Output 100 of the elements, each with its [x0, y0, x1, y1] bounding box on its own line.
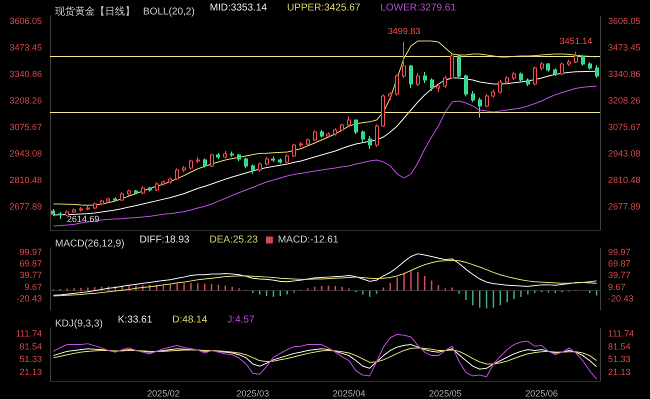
candlestick — [86, 206, 90, 211]
y2-tick-label: 9.67 — [608, 282, 626, 292]
candlestick — [505, 76, 509, 84]
y2-tick-label: 3606.05 — [608, 16, 641, 26]
candlestick — [313, 130, 317, 142]
y-tick-label: 2810.48 — [9, 174, 42, 185]
candlestick — [196, 156, 200, 164]
candlestick — [265, 156, 269, 166]
text: LOWER:3279.61 — [380, 2, 456, 14]
y-tick-label: 39.77 — [19, 270, 42, 280]
candlestick — [409, 64, 413, 88]
candlestick — [546, 62, 550, 72]
x-tick-label: 2025/02 — [147, 388, 180, 398]
candlestick — [423, 72, 427, 84]
y2-tick-label: 3208.26 — [608, 95, 641, 106]
y-tick-label: 9.67 — [24, 282, 42, 292]
candlestick — [464, 74, 468, 97]
line-series — [52, 347, 598, 365]
text: MID:3353.14 — [210, 2, 268, 14]
candlestick — [79, 206, 83, 212]
legend-title: MACD(26,12,9) — [55, 238, 124, 250]
y-tick-label: 111.74 — [16, 328, 42, 339]
candlestick — [189, 159, 193, 170]
candlestick — [306, 138, 310, 146]
candlestick — [141, 186, 145, 194]
candlestick — [251, 164, 255, 174]
candlestick — [216, 152, 220, 160]
candlestick — [113, 196, 117, 202]
candlestick — [51, 208, 55, 216]
line-series — [52, 260, 598, 297]
legend-title: BOLL(20,2) — [143, 6, 195, 18]
annotation: 3451.14 — [560, 36, 592, 46]
candlestick — [491, 89, 495, 98]
text: J:4.57 — [227, 314, 255, 326]
candlestick — [381, 94, 385, 128]
y-tick-label: 3340.86 — [9, 68, 42, 79]
annotation: 2614.69 — [66, 214, 100, 224]
candlestick — [540, 62, 544, 70]
y-tick-label: 3075.67 — [9, 122, 42, 132]
candlestick — [93, 202, 97, 210]
text: D:48.14 — [172, 314, 208, 326]
candlestick — [457, 54, 461, 78]
y2-tick-label: 2677.89 — [608, 201, 641, 212]
candlestick — [134, 190, 138, 195]
candlestick — [361, 130, 365, 142]
candlestick — [65, 210, 69, 216]
candlestick — [120, 192, 124, 202]
text: K:33.61 — [118, 314, 153, 326]
line-series — [52, 334, 598, 380]
candlestick — [395, 74, 399, 96]
candlestick — [588, 62, 592, 70]
candlestick — [512, 71, 516, 80]
x-tick-label: 2025/04 — [332, 388, 366, 398]
candlestick — [292, 143, 296, 158]
candlestick — [127, 189, 131, 196]
candlestick — [574, 51, 578, 64]
candlestick — [148, 186, 152, 192]
y2-tick-label: 111.74 — [608, 328, 634, 339]
annotation: 3499.83 — [388, 26, 420, 36]
candlestick — [168, 177, 172, 184]
y-tick-label: 81.54 — [19, 341, 42, 352]
candlestick — [581, 54, 585, 66]
y2-tick-label: 51.33 — [608, 354, 631, 364]
candlestick — [320, 130, 324, 138]
candlestick — [375, 124, 379, 148]
candlestick — [182, 166, 186, 172]
candlestick — [100, 199, 104, 206]
candlestick — [333, 128, 337, 136]
candlestick — [388, 92, 392, 100]
y2-tick-label: 2810.48 — [608, 174, 641, 185]
candlestick — [210, 153, 214, 168]
x-tick-label: 2025/03 — [236, 388, 270, 398]
candlestick — [553, 68, 557, 76]
candlestick — [368, 136, 372, 150]
candlestick — [299, 142, 303, 148]
candlestick — [155, 182, 159, 192]
y-tick-label: 2677.89 — [9, 201, 42, 212]
candlestick — [436, 83, 440, 92]
legend-label: MACD:-12.61 — [278, 234, 339, 246]
candlestick — [533, 66, 537, 86]
candlestick — [161, 180, 165, 186]
candlestick — [485, 94, 489, 108]
candlestick — [271, 156, 275, 162]
candlestick — [244, 157, 248, 169]
candlestick — [519, 72, 523, 82]
candlestick — [106, 197, 110, 203]
y-tick-label: 99.97 — [19, 246, 42, 257]
candlestick — [223, 150, 227, 159]
y2-tick-label: 81.54 — [608, 341, 631, 352]
y2-tick-label: 21.13 — [608, 367, 631, 378]
legend-title: KDJ(9,3,3) — [55, 318, 103, 330]
y2-tick-label: 39.77 — [608, 270, 631, 280]
line-series — [52, 70, 598, 216]
text: UPPER:3425.67 — [286, 2, 361, 14]
y-tick-label: 3606.05 — [9, 16, 42, 26]
line-series — [52, 253, 598, 296]
candlestick — [416, 72, 420, 86]
candlestick — [430, 78, 434, 92]
text: DIFF:18.93 — [139, 234, 190, 246]
x-tick-label: 2025/06 — [525, 388, 558, 398]
